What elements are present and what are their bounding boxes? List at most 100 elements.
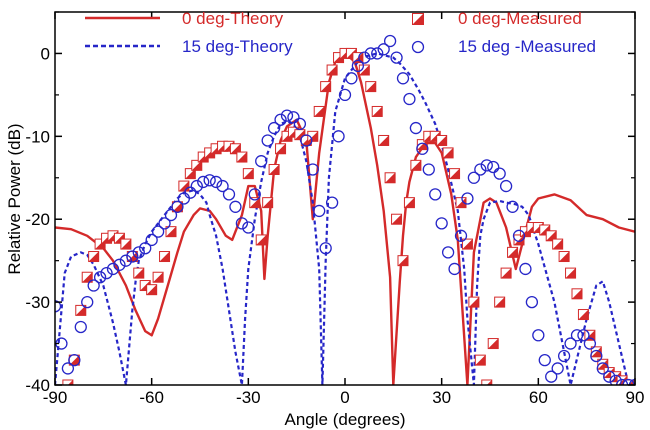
measured-0deg-marker-fill — [166, 226, 176, 237]
measured-15deg-marker — [274, 113, 287, 126]
measured-15deg-marker — [364, 47, 377, 60]
measured-0deg-marker-fill — [398, 255, 408, 266]
measured-15deg-marker — [106, 262, 120, 276]
measured-15deg-marker — [570, 329, 584, 342]
measured-0deg-marker-fill — [262, 197, 273, 208]
measured-0deg-marker-fill — [546, 230, 557, 241]
measured-15deg-marker — [551, 362, 564, 375]
measured-15deg-marker — [209, 175, 223, 189]
measured-15deg-marker — [87, 279, 100, 292]
measured-0deg-marker-fill — [372, 106, 383, 117]
measured-0deg-marker — [584, 329, 596, 341]
measured-0deg-marker-fill — [307, 131, 318, 142]
measured-15deg-marker — [203, 174, 216, 187]
measured-15deg-marker — [55, 300, 62, 313]
measured-15deg-marker — [474, 163, 487, 176]
measured-0deg-marker-fill — [591, 346, 602, 357]
measured-15deg-marker — [325, 196, 339, 209]
measured-15deg-marker — [390, 51, 403, 64]
measured-0deg-marker — [275, 143, 287, 155]
measured-0deg-marker — [416, 139, 428, 151]
measured-15deg-marker — [139, 242, 152, 255]
measured-0deg-marker — [436, 134, 448, 146]
measured-0deg-marker-fill — [559, 251, 570, 262]
measured-0deg-marker — [558, 251, 570, 263]
measured-0deg-marker-fill — [365, 81, 376, 92]
measured-0deg-marker — [191, 159, 203, 171]
measured-0deg-marker — [597, 358, 609, 370]
measured-15deg-marker — [525, 295, 539, 309]
measured-0deg-marker-fill — [82, 272, 93, 283]
measured-15deg-marker — [119, 254, 133, 267]
measured-15deg-marker — [184, 186, 197, 199]
measured-0deg-marker-fill — [69, 355, 80, 366]
measured-0deg-marker-fill — [391, 214, 402, 225]
measured-0deg-marker-fill — [127, 251, 138, 262]
measured-0deg-marker-fill — [436, 135, 447, 146]
y-tick-label: 0 — [41, 44, 50, 63]
series-line-15deg-theory — [55, 52, 635, 385]
measured-0deg-marker-fill — [456, 197, 466, 208]
measured-15deg-marker — [403, 92, 416, 106]
axis-ticks-group: -90 -60 -30 0 30 60 90 0 -10 -20 -30 -40 — [25, 11, 644, 407]
measured-0deg-marker-fill — [327, 65, 338, 76]
measured-0deg-marker-fill — [146, 284, 157, 295]
measured-15deg-marker — [287, 111, 300, 124]
measured-15deg-marker — [538, 353, 551, 367]
measured-0deg-marker-fill — [75, 305, 86, 316]
measured-15deg-marker — [158, 217, 171, 230]
measured-0deg-marker-fill — [410, 160, 421, 171]
measured-15deg-marker — [267, 121, 281, 135]
measured-0deg-marker-fill — [584, 330, 595, 341]
measured-15deg-marker — [164, 208, 178, 222]
measured-0deg-marker-fill — [378, 135, 389, 146]
measured-0deg-marker — [352, 52, 364, 64]
measured-15deg-marker — [300, 134, 313, 147]
measured-15deg-marker — [416, 142, 429, 155]
measured-15deg-marker — [81, 295, 94, 309]
measured-15deg-marker — [461, 192, 474, 205]
measured-15deg-marker — [467, 171, 481, 184]
legend-label: 15 deg -Measured — [458, 37, 596, 56]
measured-15deg-marker — [383, 34, 397, 48]
measured-0deg-marker-outline — [481, 379, 493, 385]
measured-0deg-marker — [461, 238, 473, 250]
measured-15deg-marker — [615, 378, 629, 385]
measured-15deg-marker — [429, 188, 442, 201]
x-axis-title: Angle (degrees) — [285, 410, 406, 429]
measured-15deg-marker — [93, 271, 107, 284]
measured-15deg-marker — [248, 188, 261, 201]
measured-0deg-marker-fill — [488, 338, 499, 349]
measured-15deg-marker — [145, 233, 158, 247]
measured-15deg-marker — [100, 266, 113, 280]
legend: 0 deg-Theory 15 deg-Theory 0 deg-Measured 1… — [85, 9, 596, 56]
measured-0deg-marker — [494, 296, 506, 308]
measured-0deg-marker — [236, 151, 248, 163]
measured-0deg-marker — [590, 346, 602, 358]
measured-0deg-marker-fill — [88, 251, 99, 262]
legend-label: 0 deg-Theory — [182, 9, 284, 28]
x-tick-label: 30 — [432, 388, 451, 407]
measured-0deg-marker — [365, 81, 377, 93]
measured-0deg-marker — [358, 64, 370, 76]
measured-15deg-marker — [532, 329, 545, 342]
measured-0deg-marker — [152, 271, 164, 283]
measured-0deg-marker — [120, 238, 132, 250]
measured-0deg-marker — [507, 246, 519, 258]
measured-0deg-marker-fill — [552, 239, 563, 250]
measured-0deg-marker — [159, 251, 171, 263]
measured-15deg-marker — [519, 262, 532, 276]
measured-15deg-marker — [306, 163, 319, 176]
measured-0deg-marker-fill — [275, 143, 286, 154]
measured-15deg-marker — [545, 370, 558, 383]
measured-0deg-marker-fill — [449, 168, 460, 179]
measured-15deg-marker — [377, 43, 390, 56]
y-tick-label: -30 — [25, 293, 50, 312]
measured-0deg-marker-fill — [320, 81, 331, 92]
measured-15deg-marker — [396, 72, 410, 85]
measured-0deg-marker-fill — [597, 359, 608, 370]
measured-0deg-marker — [62, 379, 74, 385]
measured-15deg-marker — [448, 262, 461, 276]
measured-0deg-marker — [545, 230, 557, 242]
